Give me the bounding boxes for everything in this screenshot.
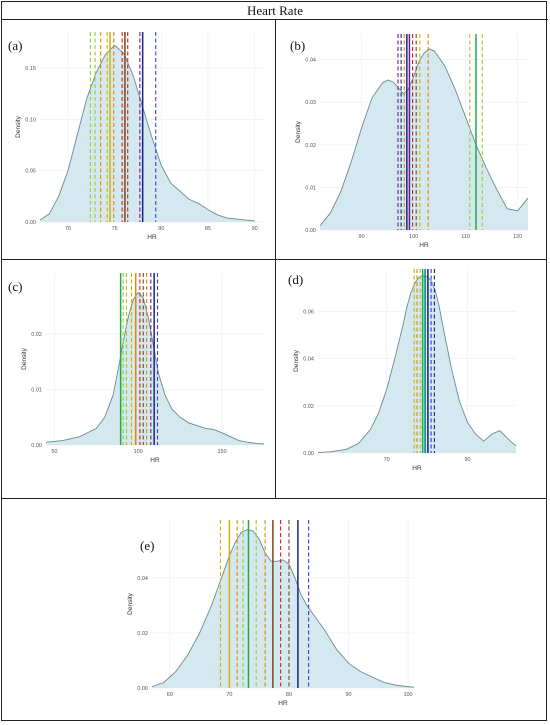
y-axis-title: Density [127,592,134,614]
x-tick-label: 70 [65,226,71,232]
y-tick-label: 0.01 [31,388,42,394]
y-axis-title: Density [15,115,22,137]
density-chart-e: 60 70 80 90 100 0.00 0.02 0.04 HR Density (e) [127,520,415,707]
y-axis-title: Density [295,120,302,142]
x-tick-label: 80 [286,692,292,698]
x-axis-title: HR [150,457,160,464]
x-tick-label: 110 [461,234,470,240]
x-tick-label: 150 [217,449,226,455]
x-tick-label: 90 [464,457,470,463]
panel-label: (a) [8,38,22,53]
panel-label: (e) [140,538,154,553]
y-tick-label: 0.01 [305,185,316,191]
y-tick-label: 0.02 [303,404,314,410]
density-area [46,292,264,445]
panel-divider-row1 [2,259,546,260]
x-tick-label: 75 [112,226,118,232]
density-curve [151,529,415,688]
x-tick-label: 60 [167,692,173,698]
panel-b: 90 100 110 120 0.00 0.01 0.02 0.03 0.04 HR Density… [276,20,546,258]
figure-title: Heart Rate [2,2,548,20]
y-axis-title: Density [293,349,300,371]
y-tick-label: 0.00 [305,228,316,234]
panel-d: 70 90 0.00 0.02 0.04 0.06 HR Density (d) [276,259,546,497]
y-tick-label: 0.02 [305,143,316,149]
panel-e: 60 70 80 90 100 0.00 0.02 0.04 HR Density (e) [120,498,420,720]
x-tick-label: 70 [226,692,232,698]
x-tick-label: 85 [205,226,211,232]
density-area [318,275,516,453]
y-tick-label: 0.02 [137,631,148,637]
x-tick-label: 50 [51,449,57,455]
density-chart-d: 70 90 0.00 0.02 0.04 0.06 HR Density (d) [288,269,517,472]
x-tick-label: 100 [403,692,412,698]
x-tick-label: 100 [134,449,143,455]
x-tick-label: 90 [252,226,258,232]
density-curve [45,291,265,445]
x-tick-label: 100 [409,234,418,240]
density-chart-c: 50 100 150 0.00 0.01 0.02 HR Density (c) [8,273,265,464]
panel-label: (d) [288,272,303,287]
y-tick-label: 0.15 [25,66,36,72]
y-tick-label: 0.00 [137,686,148,692]
x-tick-label: 90 [359,234,365,240]
y-tick-label: 0.00 [25,220,36,226]
y-tick-label: 0.02 [31,332,42,338]
x-axis-title: HR [412,465,422,472]
y-tick-label: 0.00 [31,443,42,449]
y-tick-label: 0.06 [303,309,314,315]
y-axis-title: Density [21,347,28,369]
x-axis-title: HR [278,700,288,707]
density-area [40,45,255,222]
density-curve [39,44,255,222]
density-chart-a: 70 75 80 85 90 0.00 0.05 0.10 0.15 HR Density (a) [8,32,264,241]
y-tick-label: 0.04 [303,357,314,363]
y-tick-label: 0.03 [305,100,316,106]
x-tick-label: 70 [384,457,390,463]
density-area [152,529,414,688]
panel-divider-row2 [2,498,546,499]
y-tick-label: 0.04 [305,58,316,64]
density-chart-b: 90 100 110 120 0.00 0.01 0.02 0.03 0.04 HR Density… [290,34,529,249]
y-tick-label: 0.05 [25,169,36,175]
y-tick-label: 0.10 [25,117,36,123]
y-tick-label: 0.04 [137,576,148,582]
density-area [320,48,528,231]
x-tick-label: 80 [158,226,164,232]
x-tick-label: 90 [345,692,351,698]
x-axis-title: HR [419,242,429,249]
panel-c: 50 100 150 0.00 0.01 0.02 HR Density (c) [2,259,272,497]
panel-a: 70 75 80 85 90 0.00 0.05 0.10 0.15 HR Density (a) [2,20,272,258]
panel-label: (c) [8,279,22,294]
x-axis-title: HR [147,234,157,241]
x-tick-label: 120 [513,234,522,240]
panel-label: (b) [290,38,305,53]
y-tick-label: 0.00 [303,451,314,457]
